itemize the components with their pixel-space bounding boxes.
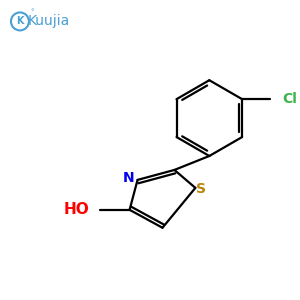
Text: Cl: Cl: [282, 92, 297, 106]
Text: N: N: [123, 171, 134, 185]
Text: S: S: [196, 182, 206, 196]
Text: HO: HO: [64, 202, 90, 217]
Text: °: °: [30, 9, 33, 15]
Text: Kuujia: Kuujia: [28, 14, 70, 28]
Text: K: K: [16, 16, 24, 26]
